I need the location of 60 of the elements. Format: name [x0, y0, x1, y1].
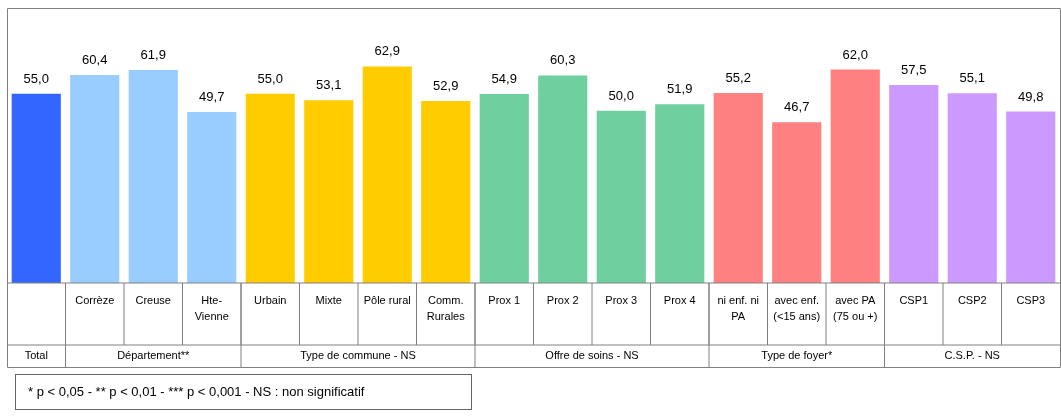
bar [713, 92, 763, 283]
bar [70, 75, 120, 283]
text: Offre de soins - NS [545, 349, 639, 361]
text: C.S.P. - NS [944, 349, 1000, 361]
x-tick-label: avec enf. (<15 ans) [773, 294, 821, 322]
bar [128, 69, 178, 283]
x-tick-label: Prox 4 [663, 294, 696, 306]
text: Type de foyer* [761, 349, 833, 361]
data-label: 62,9 [374, 43, 400, 59]
text: * p < 0,05 - ** p < 0,01 - *** p < 0,001 - NS : non significatif [15, 374, 472, 410]
bar [362, 66, 412, 283]
x-tick-label: Pôle rural [363, 294, 411, 306]
data-label: 60,4 [82, 52, 108, 68]
bar [1006, 111, 1056, 283]
data-label: 60,3 [550, 52, 576, 68]
bar [830, 69, 880, 283]
bar [947, 93, 997, 283]
bar [655, 104, 705, 283]
bar [421, 100, 471, 283]
bar [538, 75, 588, 283]
x-tick-label: avec PA (75 ou +) [833, 294, 878, 322]
data-label: 52,9 [433, 77, 459, 93]
data-label: 49,8 [1018, 88, 1044, 104]
data-label: 55,2 [725, 69, 751, 85]
data-label: 54,9 [491, 71, 517, 86]
text: Département** [117, 349, 191, 361]
data-label: 49,7 [199, 88, 225, 104]
x-tick-label: Prox 3 [605, 294, 638, 306]
x-tick-label: Hte-Vienne [194, 294, 229, 322]
bar [479, 94, 529, 283]
x-tick-label: CSP2 [957, 294, 987, 306]
x-tick-label: Urbain [254, 294, 287, 306]
x-tick-label: Corrèze [75, 294, 115, 306]
x-tick-label: Comm. Rurales [426, 294, 466, 322]
data-label: 53,1 [316, 77, 342, 93]
data-label: 55,1 [959, 70, 985, 86]
data-label: 50,0 [608, 87, 634, 103]
text: Type de commune - NS [300, 349, 416, 361]
data-label: 61,9 [140, 46, 166, 62]
x-tick-label: Creuse [135, 294, 171, 306]
bar [889, 85, 939, 283]
x-tick-label: Prox 2 [546, 294, 579, 306]
x-tick-label: CSP3 [1016, 294, 1046, 306]
x-tick-label: ni enf. ni PA [717, 294, 760, 322]
bar [245, 93, 295, 283]
bar [11, 93, 61, 283]
data-label: 51,9 [667, 81, 693, 97]
bar [304, 100, 354, 283]
data-label: 55,0 [257, 70, 283, 86]
data-label: 46,7 [784, 99, 810, 115]
x-tick-label: Prox 1 [488, 294, 521, 306]
data-label: 55,0 [23, 70, 49, 86]
x-tick-label: CSP1 [899, 294, 929, 306]
bar [187, 111, 237, 283]
x-tick-label: Mixte [315, 294, 342, 306]
bar [772, 122, 822, 283]
data-label: 62,0 [842, 46, 868, 62]
data-label: 57,5 [901, 62, 927, 78]
text: Total [24, 349, 48, 361]
bar [596, 110, 646, 283]
